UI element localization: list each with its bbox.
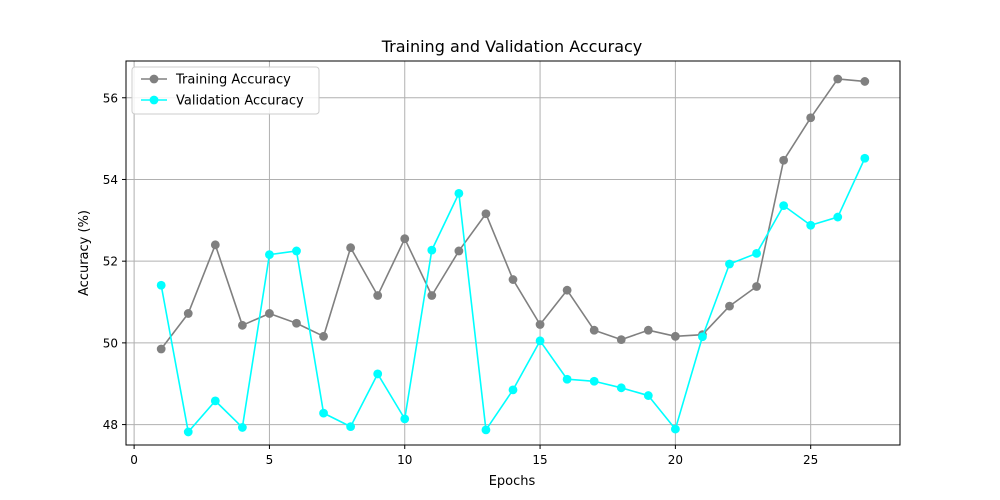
data-point <box>806 220 816 230</box>
legend-marker-1 <box>149 95 159 105</box>
legend-box <box>131 66 320 115</box>
data-point <box>292 318 301 328</box>
data-point <box>860 153 870 163</box>
data-point <box>265 250 274 260</box>
x-tick-label: 10 <box>397 453 412 467</box>
data-point <box>237 423 247 432</box>
x-axis-label: Epochs <box>489 474 536 489</box>
axes-layer: 0 5 10 15 20 25 48 50 52 54 56 <box>103 60 901 467</box>
data-point <box>346 422 356 432</box>
plot-frame <box>125 60 901 446</box>
x-tick-label: 5 <box>266 453 274 467</box>
data-point <box>373 369 383 379</box>
data-point <box>589 325 599 335</box>
chart-title: Training and Validation Accuracy <box>381 37 643 56</box>
x-tick-label: 20 <box>668 453 683 467</box>
x-tick-label: 0 <box>130 453 138 467</box>
legend-marker-0 <box>149 74 159 84</box>
data-point <box>698 332 707 342</box>
data-point <box>725 301 734 311</box>
x-tick-label: 25 <box>803 453 818 467</box>
data-point <box>643 391 653 400</box>
data-point <box>508 385 518 395</box>
y-tick-label: 48 <box>103 418 118 432</box>
data-point <box>346 243 356 253</box>
data-point <box>183 309 193 318</box>
y-tick-label: 54 <box>103 173 118 187</box>
data-point <box>427 291 437 300</box>
data-point <box>562 285 572 295</box>
data-point <box>535 336 545 346</box>
data-point <box>454 188 464 198</box>
legend-label-0: Training Accuracy <box>175 73 291 88</box>
data-point <box>454 246 464 256</box>
data-point <box>210 396 220 406</box>
data-point <box>319 408 328 418</box>
data-point <box>725 259 734 269</box>
data-point <box>670 424 680 434</box>
data-point <box>806 113 816 123</box>
data-point <box>400 414 410 424</box>
data-point <box>400 234 410 244</box>
data-point <box>427 245 437 255</box>
data-point <box>616 335 626 345</box>
data-point <box>237 320 247 330</box>
data-point <box>373 291 383 300</box>
data-point <box>183 427 193 437</box>
x-tick-label: 15 <box>532 453 547 467</box>
data-point <box>508 275 518 284</box>
data-point <box>292 246 301 256</box>
data-point <box>779 155 789 165</box>
data-point <box>670 331 680 341</box>
data-point <box>643 325 653 335</box>
y-tick-label: 52 <box>103 255 118 269</box>
data-point <box>156 344 166 354</box>
y-axis-label: Accuracy (%) <box>77 210 92 296</box>
data-point <box>589 376 599 386</box>
data-point <box>562 374 572 384</box>
data-point <box>752 249 761 258</box>
series-layer <box>156 74 870 437</box>
data-point <box>779 201 789 211</box>
data-point <box>616 383 626 393</box>
data-point <box>535 320 545 329</box>
data-point <box>860 77 870 86</box>
data-point <box>833 212 843 222</box>
y-tick-label: 56 <box>103 91 118 105</box>
data-point <box>752 282 761 291</box>
data-point <box>265 309 274 318</box>
data-point <box>319 331 328 341</box>
legend-label-1: Validation Accuracy <box>176 94 304 109</box>
data-point <box>210 240 220 250</box>
legend: Training Accuracy Validation Accuracy <box>131 66 320 115</box>
data-point <box>833 74 843 84</box>
data-point <box>156 280 166 290</box>
data-point <box>481 425 491 435</box>
data-point <box>481 209 491 219</box>
y-tick-label: 50 <box>103 336 118 350</box>
